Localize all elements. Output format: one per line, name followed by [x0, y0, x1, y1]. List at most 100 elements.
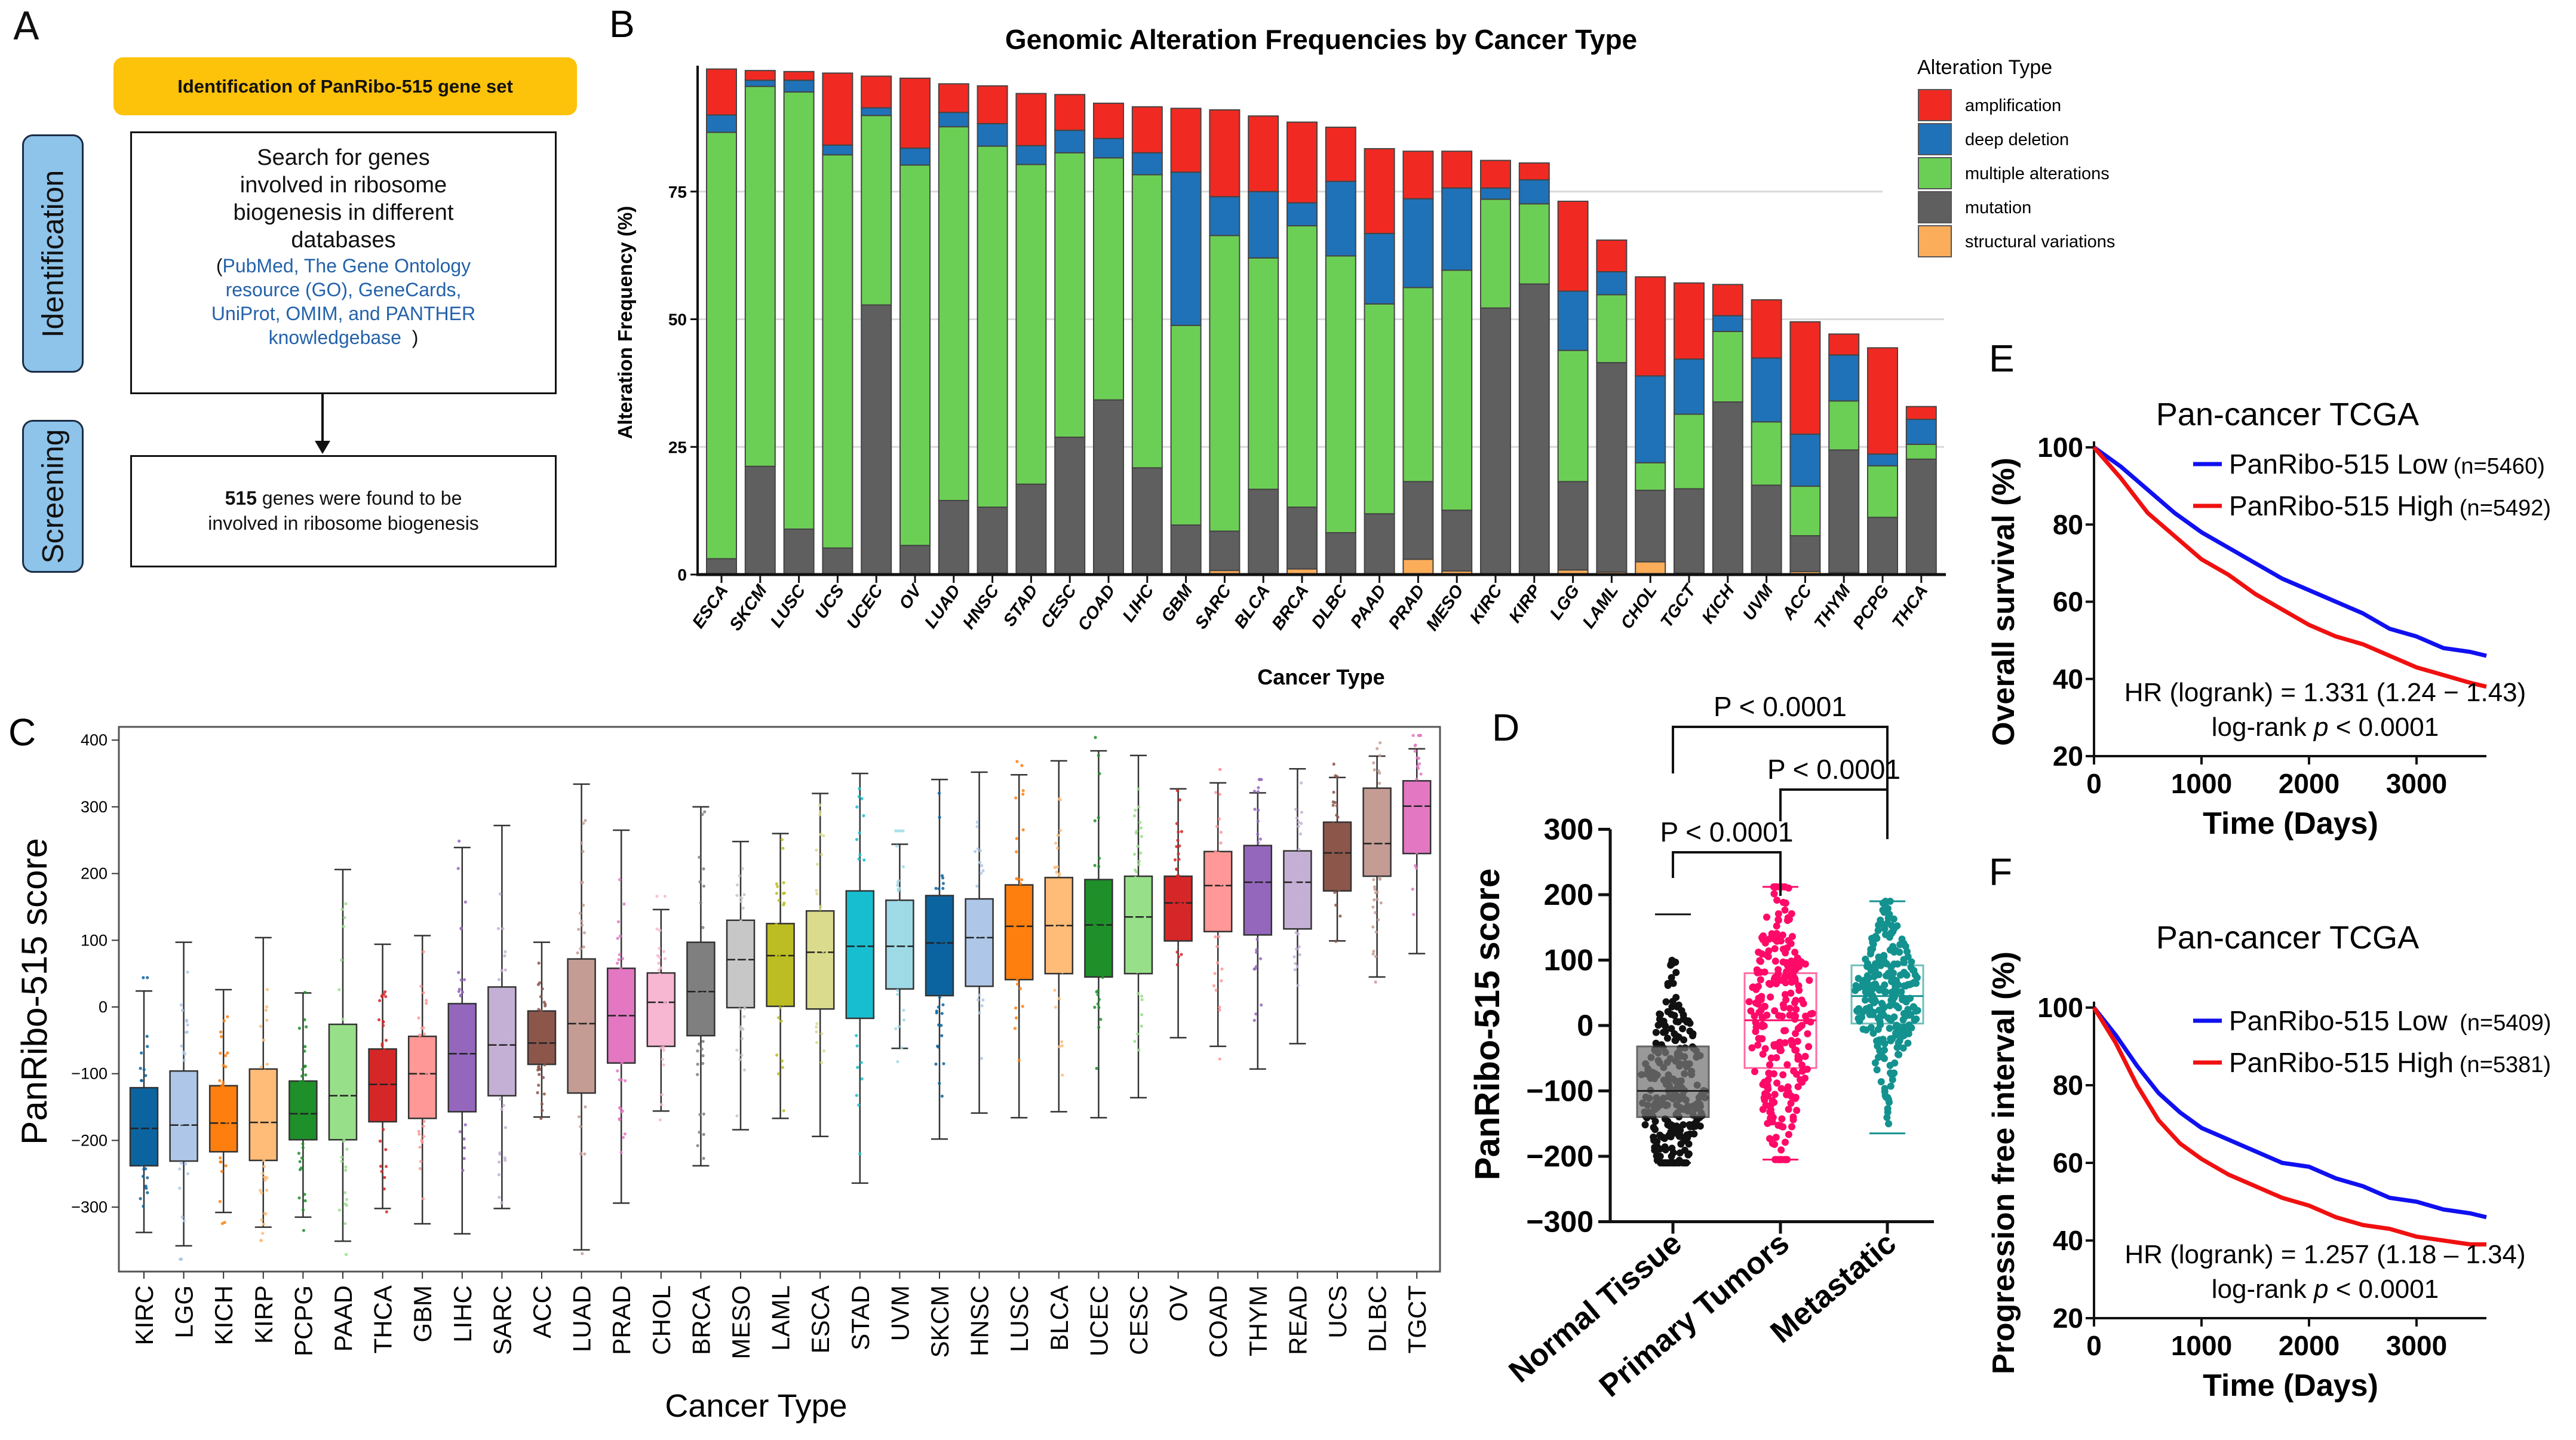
swarm-point	[1784, 914, 1792, 922]
swarm-point	[1862, 955, 1869, 963]
jitter-point	[419, 1095, 422, 1098]
jitter-point	[975, 902, 978, 905]
jitter-point	[262, 1038, 266, 1042]
bar-segment-multiple-alterations	[822, 154, 853, 549]
jitter-point	[423, 1094, 426, 1098]
jitter-point	[702, 885, 706, 888]
jitter-point	[462, 1137, 466, 1141]
jitter-point	[581, 881, 584, 885]
jitter-point	[1295, 965, 1299, 968]
swarm-point	[1680, 1036, 1688, 1044]
alteration-frequency-chart: Genomic Alteration Frequencies by Cancer…	[614, 24, 2115, 689]
jitter-point	[584, 1088, 588, 1092]
jitter-point	[541, 1076, 545, 1079]
jitter-point	[622, 902, 626, 906]
swarm-point	[1685, 1140, 1693, 1148]
jitter-point	[1378, 741, 1382, 745]
jitter-point	[541, 987, 544, 991]
jitter-point	[1173, 887, 1177, 891]
jitter-point	[304, 1125, 308, 1128]
swarm-point	[1777, 1046, 1785, 1054]
jitter-point	[141, 1174, 145, 1178]
jitter-point	[619, 967, 622, 971]
jitter-point	[1178, 880, 1182, 884]
gene-set-header: Identification of PanRibo-515 gene set	[113, 57, 577, 115]
bar-segment-deep-deletion	[1015, 145, 1047, 165]
jitter-point	[662, 1045, 665, 1049]
legend-swatch	[1918, 89, 1952, 121]
jitter-point	[221, 1100, 225, 1103]
jitter-point	[1411, 888, 1414, 891]
jitter-point	[658, 956, 661, 959]
jitter-point	[463, 1103, 467, 1106]
jitter-point	[458, 1066, 462, 1070]
jitter-point	[1174, 923, 1178, 927]
swarm-point	[1881, 931, 1889, 938]
bar-segment-deep-deletion	[1635, 375, 1666, 463]
swarm-point	[1747, 1007, 1755, 1015]
jitter-point	[185, 1110, 189, 1114]
jitter-point	[980, 977, 984, 980]
jitter-point	[1415, 818, 1419, 822]
jitter-point	[1256, 891, 1260, 894]
jitter-point	[1135, 1032, 1140, 1036]
swarm-point	[1791, 1015, 1799, 1023]
x-tick-label: OV	[1165, 1285, 1193, 1322]
jitter-point	[1335, 870, 1339, 874]
jitter-point	[1373, 888, 1377, 891]
jitter-point	[1334, 774, 1337, 778]
bar-segment-structural-variations	[1402, 558, 1434, 575]
jitter-point	[1298, 953, 1301, 957]
jitter-point	[659, 1046, 663, 1049]
jitter-point	[1297, 821, 1301, 824]
jitter-point	[425, 1060, 428, 1063]
jitter-point	[1020, 939, 1024, 943]
swarm-point	[1785, 1106, 1792, 1113]
bar-segment-amplification	[822, 72, 853, 146]
jitter-point	[503, 954, 506, 957]
jitter-point	[778, 970, 782, 974]
x-tick-label: KICH	[210, 1285, 238, 1345]
x-tick-label: THCA	[369, 1285, 397, 1353]
jitter-point	[742, 947, 746, 951]
bar-segment-amplification	[1131, 106, 1163, 153]
panel-label-e: E	[1989, 337, 2015, 380]
bar-segment-mutation	[1596, 362, 1628, 573]
jitter-point	[224, 1088, 228, 1091]
box	[1203, 851, 1233, 933]
jitter-point	[458, 1015, 461, 1020]
legend-series-name: PanRibo-515 High	[2229, 490, 2454, 521]
jitter-point	[1058, 941, 1062, 944]
jitter-point	[980, 1057, 984, 1060]
jitter-point	[858, 787, 861, 790]
legend-label: amplification	[1965, 96, 2061, 115]
swarm-point	[1888, 988, 1896, 996]
jitter-point	[1175, 789, 1179, 793]
jitter-point	[975, 820, 979, 824]
jitter-point	[539, 1117, 543, 1120]
jitter-point	[459, 927, 463, 931]
jitter-point	[463, 1045, 467, 1049]
jitter-point	[301, 1146, 305, 1150]
x-tick-label: PRAD	[607, 1285, 635, 1355]
jitter-point	[1093, 819, 1097, 822]
search-line: databases	[291, 228, 396, 253]
jitter-point	[418, 1146, 422, 1149]
jitter-point	[1297, 865, 1300, 869]
swarm-point	[1881, 1085, 1889, 1092]
swarm-point	[1777, 1146, 1785, 1154]
bar-segment-mutation	[977, 506, 1008, 574]
jitter-point	[782, 903, 785, 907]
jitter-point	[815, 1022, 819, 1025]
jitter-point	[1296, 984, 1300, 987]
jitter-point	[140, 1079, 143, 1082]
legend-label: structural variations	[1965, 232, 2115, 251]
jitter-point	[1177, 914, 1181, 917]
jitter-point	[580, 1079, 584, 1082]
jitter-point	[1099, 937, 1103, 941]
swarm-point	[1765, 947, 1773, 955]
x-tick-label: 1000	[2171, 1330, 2232, 1361]
swarm-point	[1809, 1009, 1816, 1017]
jitter-point	[1376, 833, 1380, 836]
bar-segment-deep-deletion	[1596, 271, 1628, 296]
